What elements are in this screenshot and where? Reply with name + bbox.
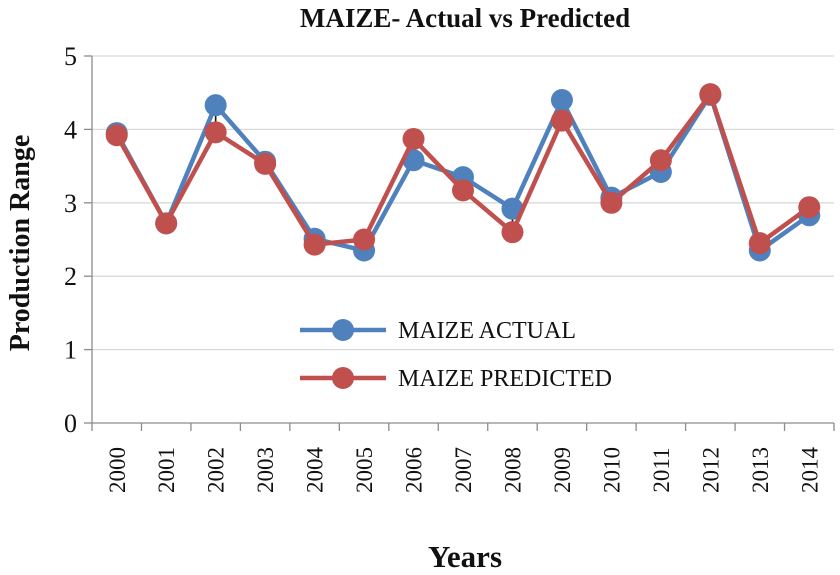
x-tick-label: 2002 — [204, 447, 229, 493]
x-tick-label: 2011 — [649, 447, 674, 492]
y-tick-label: 1 — [64, 336, 77, 365]
y-tick-label: 4 — [64, 115, 77, 144]
data-point-predicted — [204, 121, 227, 144]
data-point-predicted — [798, 196, 821, 219]
x-tick-label: 2003 — [253, 447, 278, 493]
data-point-predicted — [748, 232, 771, 255]
data-point-predicted — [105, 124, 128, 147]
x-tick-label: 2005 — [352, 447, 377, 493]
data-point-actual — [550, 89, 573, 112]
x-tick-label: 2001 — [154, 447, 179, 493]
data-point-predicted — [550, 109, 573, 132]
data-point-actual — [204, 94, 227, 117]
y-tick-label: 2 — [64, 262, 77, 291]
gridlines — [92, 55, 834, 351]
axes: 0 1 2 3 4 5 2000 2001 2002 2003 2004 2005 2006 2007 20… — [64, 42, 835, 494]
x-tick-label: 2010 — [599, 447, 624, 493]
x-tick-label: 2004 — [303, 447, 328, 494]
x-tick-label: 2013 — [748, 447, 773, 493]
data-point-predicted — [402, 127, 425, 150]
data-point-actual — [501, 197, 524, 220]
x-tick-label: 2009 — [550, 447, 575, 493]
chart-title: MAIZE- Actual vs Predicted — [300, 3, 630, 33]
data-point-predicted — [254, 152, 277, 175]
x-tick-label: 2000 — [105, 447, 130, 493]
data-point-predicted — [303, 233, 326, 256]
x-tick-label: 2006 — [402, 447, 427, 493]
legend-label-actual: MAIZE ACTUAL — [398, 318, 576, 344]
x-tick-label: 2012 — [698, 447, 723, 493]
y-tick-label: 3 — [64, 189, 77, 218]
legend: MAIZE ACTUAL MAIZE PREDICTED — [300, 318, 612, 392]
x-tick-label: 2007 — [451, 447, 476, 493]
legend-marker-predicted — [332, 367, 354, 389]
data-point-predicted — [155, 212, 178, 235]
data-point-predicted — [501, 221, 524, 244]
y-axis-label: Production Range — [5, 135, 36, 352]
legend-marker-actual — [332, 319, 354, 341]
series-group — [105, 83, 821, 262]
x-tick-label: 2008 — [501, 447, 526, 493]
legend-label-predicted: MAIZE PREDICTED — [398, 366, 612, 392]
y-tick-label: 0 — [64, 409, 77, 438]
x-axis-label: Years — [428, 539, 502, 574]
data-point-predicted — [699, 83, 722, 106]
data-point-predicted — [600, 191, 623, 214]
data-point-predicted — [353, 228, 376, 251]
data-point-predicted — [452, 179, 474, 202]
y-tick-label: 5 — [64, 42, 77, 71]
data-point-predicted — [649, 149, 672, 172]
x-tick-label: 2014 — [797, 447, 822, 494]
